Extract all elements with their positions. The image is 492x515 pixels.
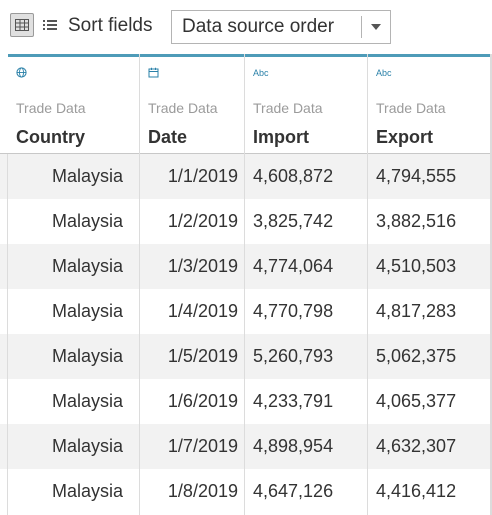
table-row[interactable]: Malaysia 1/1/2019 4,608,872 4,794,555 xyxy=(0,154,492,199)
calendar-icon[interactable] xyxy=(148,67,159,81)
cell-date[interactable]: 1/6/2019 xyxy=(140,379,244,424)
sort-fields-label: Sort fields xyxy=(68,13,152,39)
chevron-down-icon[interactable] xyxy=(371,24,381,30)
cell-export[interactable]: 5,062,375 xyxy=(368,334,490,379)
cell-export[interactable]: 4,817,283 xyxy=(368,289,490,334)
cell-country[interactable]: Malaysia xyxy=(8,289,139,334)
string-type-icon[interactable]: Abc xyxy=(376,67,392,79)
cell-export[interactable]: 4,065,377 xyxy=(368,379,490,424)
cell-export[interactable]: 4,510,503 xyxy=(368,244,490,289)
cell-date[interactable]: 1/2/2019 xyxy=(140,199,244,244)
sort-order-dropdown[interactable]: Data source order xyxy=(171,10,391,44)
cell-import[interactable]: 4,608,872 xyxy=(245,154,367,199)
cell-date[interactable]: 1/3/2019 xyxy=(140,244,244,289)
table-row[interactable]: Malaysia 1/2/2019 3,825,742 3,882,516 xyxy=(0,199,492,244)
cell-export[interactable]: 4,794,555 xyxy=(368,154,490,199)
cell-country[interactable]: Malaysia xyxy=(8,469,139,514)
table-row[interactable]: Malaysia 1/6/2019 4,233,791 4,065,377 xyxy=(0,379,492,424)
column-header-country[interactable]: Trade Data Country xyxy=(8,54,139,154)
grid-view-button[interactable] xyxy=(10,13,34,37)
cell-date[interactable]: 1/4/2019 xyxy=(140,289,244,334)
cell-country[interactable]: Malaysia xyxy=(8,424,139,469)
table-row[interactable]: Malaysia 1/3/2019 4,774,064 4,510,503 xyxy=(0,244,492,289)
toolbar: Sort fields Data source order xyxy=(0,0,492,54)
cell-import[interactable]: 5,260,793 xyxy=(245,334,367,379)
string-type-icon[interactable]: Abc xyxy=(253,67,269,79)
column-source-label: Trade Data xyxy=(16,100,86,116)
list-view-button[interactable] xyxy=(38,13,62,37)
cell-country[interactable]: Malaysia xyxy=(8,379,139,424)
data-grid: Trade Data Country Trade Data Date Abc T… xyxy=(0,54,492,515)
column-source-label: Trade Data xyxy=(148,100,218,116)
column-divider[interactable] xyxy=(244,54,245,515)
table-row[interactable]: Malaysia 1/5/2019 5,260,793 5,062,375 xyxy=(0,334,492,379)
table-row[interactable]: Malaysia 1/8/2019 4,647,126 4,416,412 xyxy=(0,469,492,514)
cell-import[interactable]: 4,647,126 xyxy=(245,469,367,514)
cell-date[interactable]: 1/1/2019 xyxy=(140,154,244,199)
cell-country[interactable]: Malaysia xyxy=(8,334,139,379)
cell-import[interactable]: 4,233,791 xyxy=(245,379,367,424)
column-header-date[interactable]: Trade Data Date xyxy=(140,54,244,154)
column-source-label: Trade Data xyxy=(376,100,446,116)
column-name: Date xyxy=(148,127,187,148)
cell-export[interactable]: 4,632,307 xyxy=(368,424,490,469)
table-row[interactable]: Malaysia 1/7/2019 4,898,954 4,632,307 xyxy=(0,424,492,469)
cell-import[interactable]: 4,898,954 xyxy=(245,424,367,469)
column-header-export[interactable]: Abc Trade Data Export xyxy=(368,54,490,154)
cell-import[interactable]: 3,825,742 xyxy=(245,199,367,244)
cell-date[interactable]: 1/5/2019 xyxy=(140,334,244,379)
grid-header: Trade Data Country Trade Data Date Abc T… xyxy=(0,54,492,154)
list-view-icon xyxy=(43,19,57,31)
cell-export[interactable]: 4,416,412 xyxy=(368,469,490,514)
grid-view-icon xyxy=(15,19,29,31)
cell-country[interactable]: Malaysia xyxy=(8,154,139,199)
cell-date[interactable]: 1/8/2019 xyxy=(140,469,244,514)
column-source-label: Trade Data xyxy=(253,100,323,116)
table-row[interactable]: Malaysia 1/4/2019 4,770,798 4,817,283 xyxy=(0,289,492,334)
column-divider[interactable] xyxy=(139,54,140,515)
cell-country[interactable]: Malaysia xyxy=(8,199,139,244)
cell-import[interactable]: 4,770,798 xyxy=(245,289,367,334)
cell-country[interactable]: Malaysia xyxy=(8,244,139,289)
cell-export[interactable]: 3,882,516 xyxy=(368,199,490,244)
column-header-import[interactable]: Abc Trade Data Import xyxy=(245,54,367,154)
column-divider[interactable] xyxy=(367,54,368,515)
sort-order-value: Data source order xyxy=(182,11,334,43)
globe-icon[interactable] xyxy=(16,67,27,81)
row-header-gutter xyxy=(0,154,8,515)
dropdown-divider xyxy=(361,16,362,38)
column-name: Country xyxy=(16,127,85,148)
cell-date[interactable]: 1/7/2019 xyxy=(140,424,244,469)
column-name: Export xyxy=(376,127,433,148)
column-name: Import xyxy=(253,127,309,148)
cell-import[interactable]: 4,774,064 xyxy=(245,244,367,289)
